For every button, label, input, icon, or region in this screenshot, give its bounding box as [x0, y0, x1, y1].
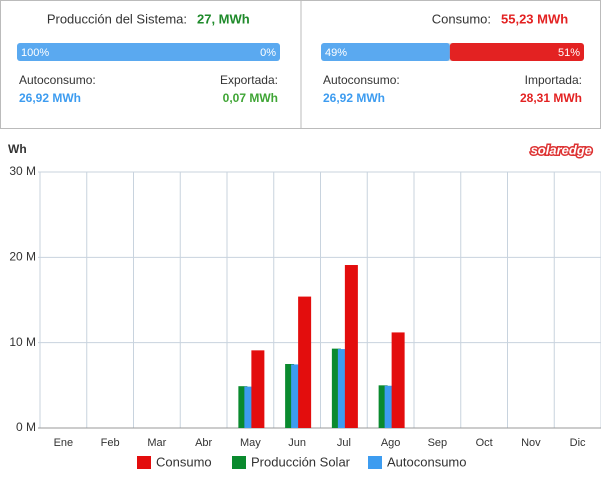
- stat-value: 0,07 MWh: [223, 91, 278, 105]
- y-tick-label: 20 M: [9, 250, 36, 264]
- x-tick-label: Feb: [101, 437, 120, 449]
- y-tick-label: 30 M: [9, 164, 36, 178]
- bar: [298, 296, 312, 428]
- stat-label: Exportada:: [220, 73, 278, 87]
- y-tick-label: 0 M: [16, 420, 36, 434]
- progress-label: 0%: [260, 47, 276, 59]
- progress-label: 100%: [21, 47, 49, 59]
- x-tick-label: Jun: [288, 437, 306, 449]
- stat-value: 26,92 MWh: [19, 91, 81, 105]
- y-axis-label: Wh: [8, 142, 27, 156]
- stat-value: 26,92 MWh: [323, 91, 385, 105]
- panel-total: 55,23 MWh: [501, 11, 568, 26]
- x-tick-label: Ago: [381, 437, 401, 449]
- legend-label: Autoconsumo: [387, 454, 467, 469]
- progress-label: 49%: [325, 47, 347, 59]
- stat-label: Autoconsumo:: [323, 73, 400, 87]
- x-tick-label: May: [240, 437, 261, 449]
- stat-label: Importada:: [525, 73, 582, 87]
- bar: [378, 385, 388, 428]
- progress-segment: [321, 43, 450, 61]
- logo: solaredge: [531, 142, 592, 157]
- y-tick-label: 10 M: [9, 335, 36, 349]
- x-tick-label: Sep: [428, 437, 448, 449]
- x-tick-label: Nov: [521, 437, 541, 449]
- panel-title: Producción del Sistema:: [47, 11, 187, 26]
- x-tick-label: Abr: [195, 437, 212, 449]
- x-tick-label: Mar: [147, 437, 166, 449]
- progress-segment: [17, 43, 280, 61]
- bar: [238, 386, 248, 428]
- legend-label: Producción Solar: [251, 454, 351, 469]
- bar: [285, 364, 295, 428]
- panel-title: Consumo:: [432, 11, 491, 26]
- stat-label: Autoconsumo:: [19, 73, 96, 87]
- panel-total: 27, MWh: [197, 11, 250, 26]
- x-tick-label: Ene: [54, 437, 74, 449]
- bar: [331, 348, 341, 428]
- stat-value: 28,31 MWh: [520, 91, 582, 105]
- legend-swatch: [137, 456, 151, 469]
- legend-label: Consumo: [156, 454, 212, 469]
- progress-segment: [449, 43, 584, 61]
- legend-swatch: [368, 456, 382, 469]
- bar: [391, 332, 405, 428]
- progress-label: 51%: [558, 47, 580, 59]
- bar: [251, 350, 265, 428]
- x-tick-label: Dic: [570, 437, 586, 449]
- x-tick-label: Oct: [476, 437, 493, 449]
- x-tick-label: Jul: [337, 437, 351, 449]
- bar: [344, 265, 358, 428]
- legend-swatch: [232, 456, 246, 469]
